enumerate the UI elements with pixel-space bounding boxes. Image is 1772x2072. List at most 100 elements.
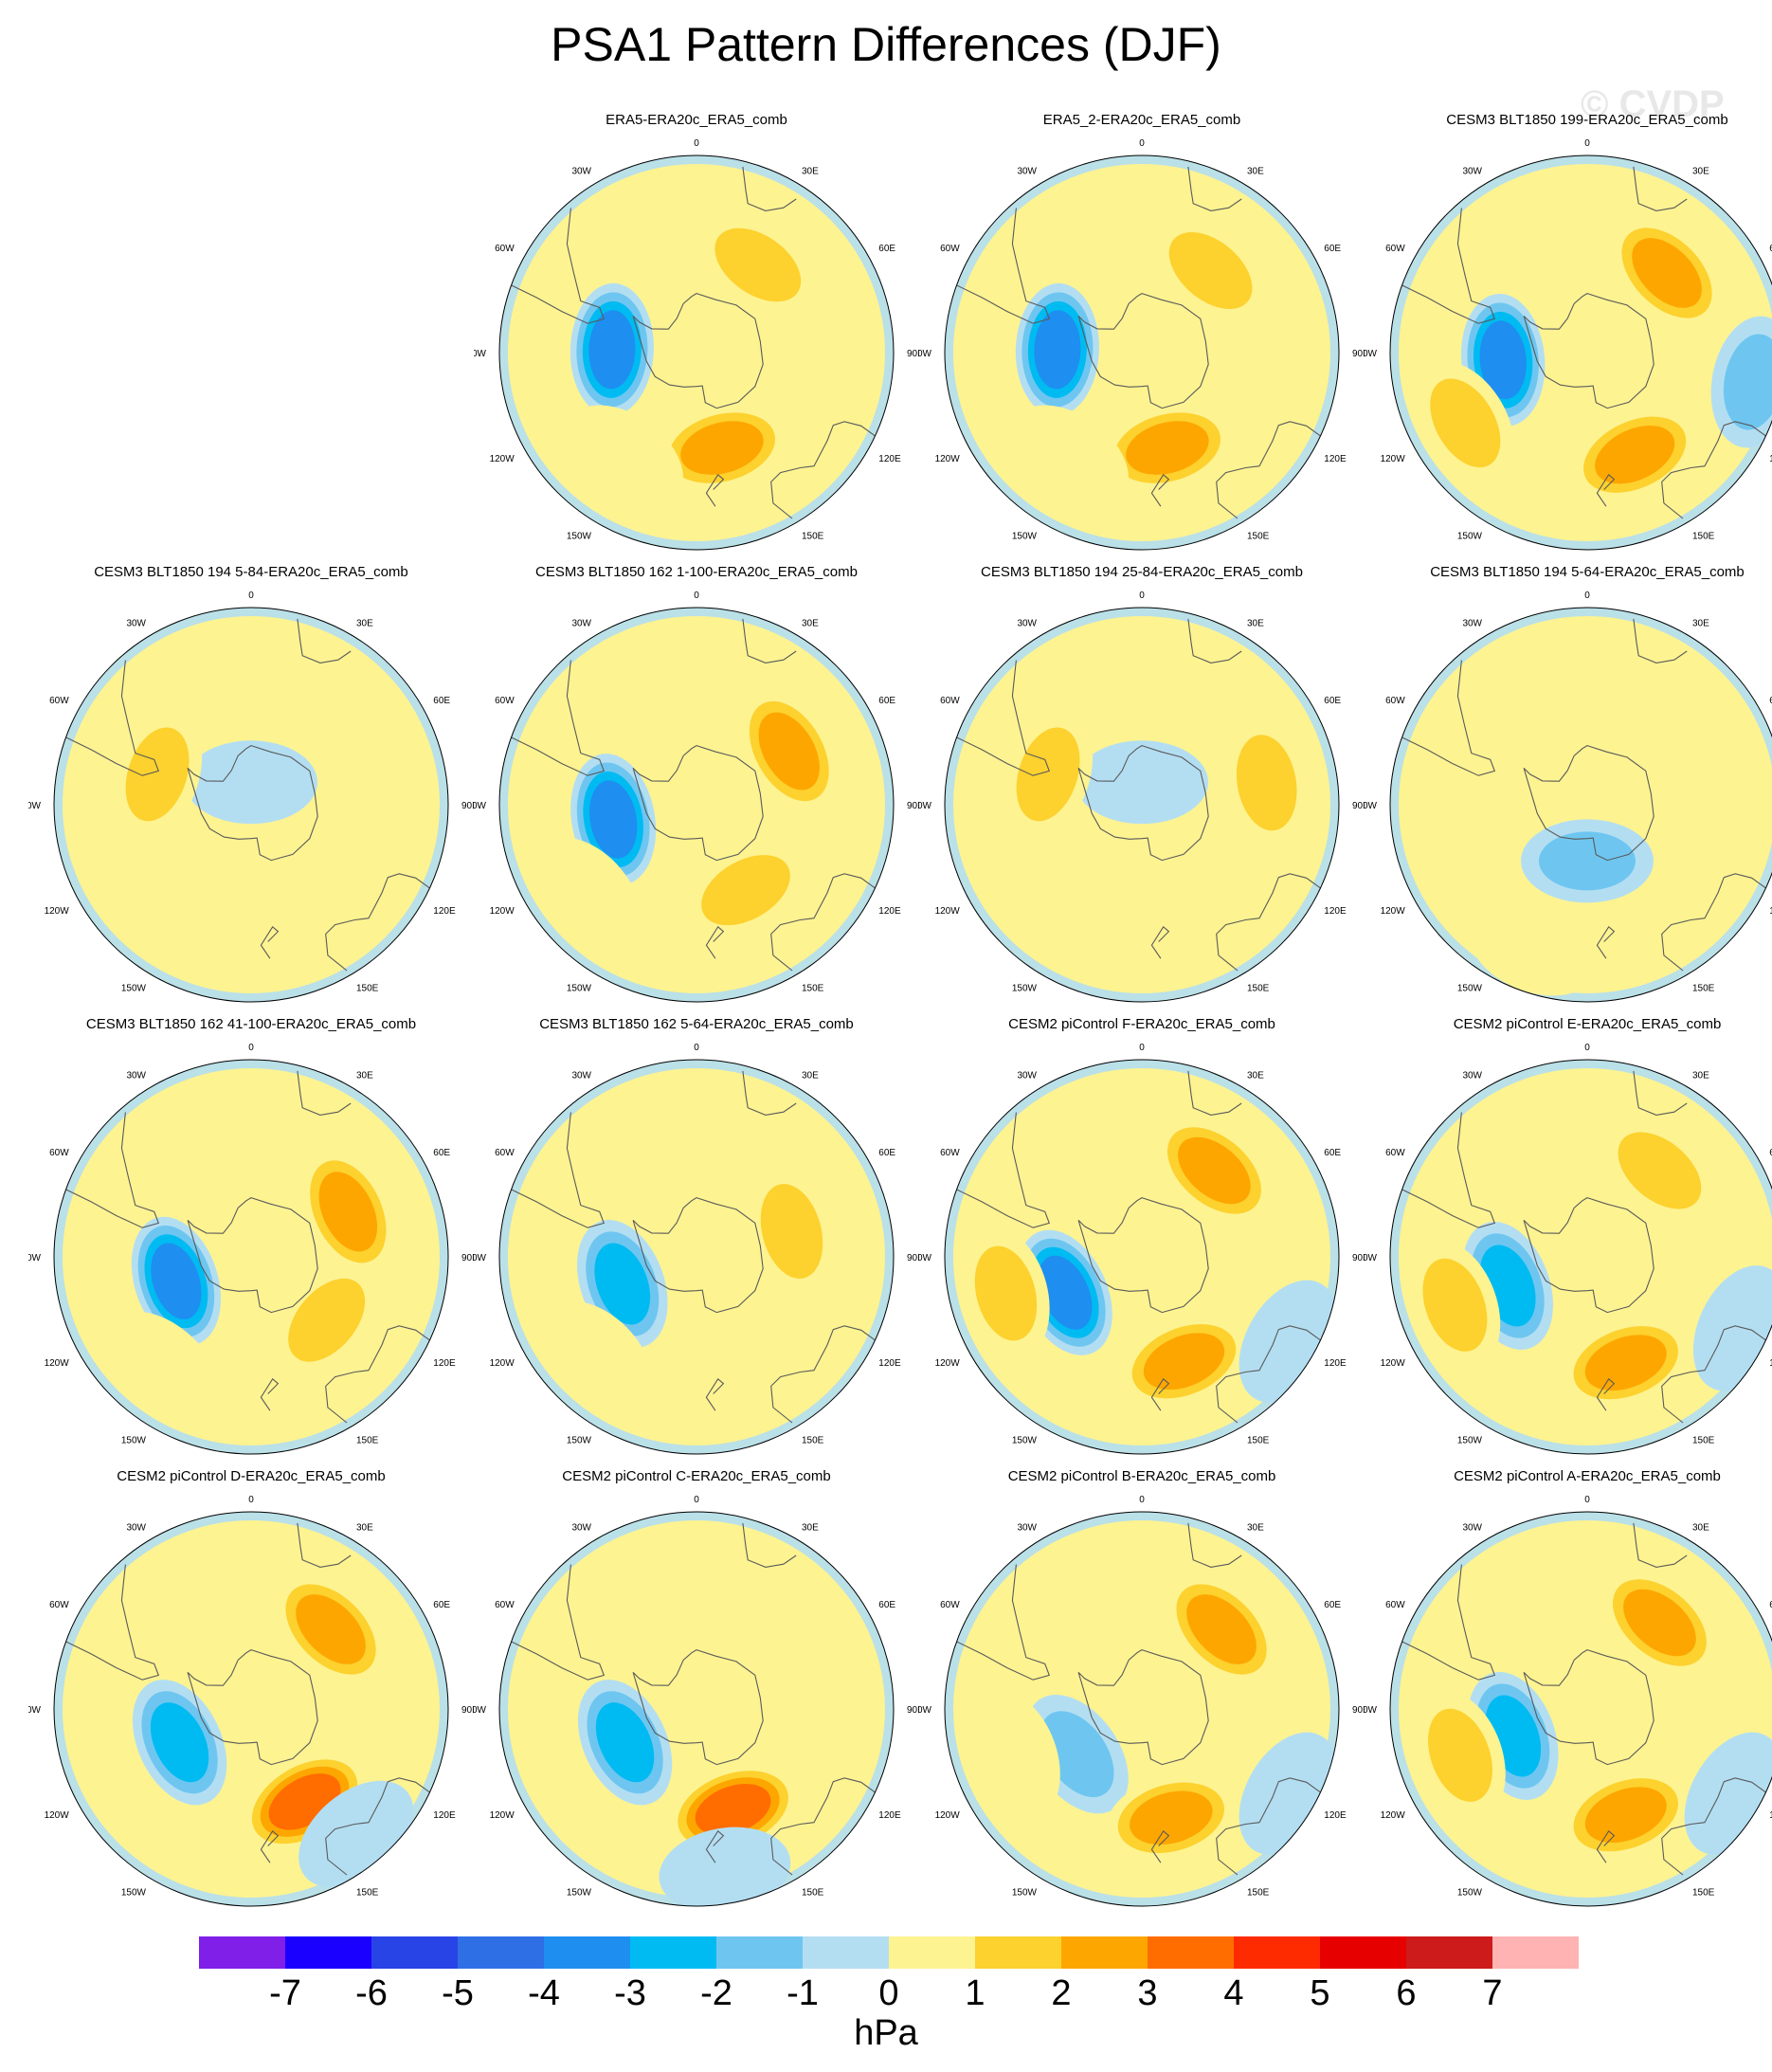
coastline: [1401, 208, 1496, 324]
longitude-label: 150E: [356, 983, 379, 993]
longitude-label: 60E: [878, 1600, 895, 1610]
longitude-label: 150E: [1247, 983, 1270, 993]
map-panel: CESM3 BLT1850 194 5-64-ERA20c_ERA5_comb 0…: [1365, 564, 1772, 1009]
longitude-label: 60W: [49, 1600, 69, 1610]
longitude-label: 0: [694, 1043, 699, 1053]
coastline: [1216, 1325, 1321, 1424]
longitude-label: 60E: [1324, 244, 1341, 254]
longitude-label: 30E: [1247, 619, 1264, 629]
anomaly-contour: [564, 405, 683, 508]
anomaly-contour: [588, 780, 638, 859]
coastline: [511, 1564, 606, 1681]
longitude-label: 120W: [45, 1358, 70, 1369]
longitude-label: 60W: [49, 696, 69, 706]
map-panel: CESM2 piControl F-ERA20c_ERA5_comb 0 30E 60…: [919, 1016, 1365, 1462]
longitude-label: 90E: [1352, 1705, 1365, 1716]
anomaly-contour: [1584, 1787, 1667, 1844]
polar-map: 030E60E90E120E150E180150W120W90W60W30W: [474, 1495, 919, 1907]
anomaly-contour: [1618, 1132, 1702, 1209]
longitude-label: 90E: [907, 1705, 919, 1716]
longitude-label: 150E: [1692, 1435, 1715, 1445]
anomaly-contour: [1672, 738, 1756, 872]
longitude-label: 120W: [45, 1810, 70, 1821]
coastline: [770, 421, 876, 519]
colorbar-swatch: [1148, 1936, 1235, 1969]
longitude-label: 0: [248, 1495, 254, 1505]
colorbar-tick-label: -5: [442, 1973, 474, 2013]
longitude-label: 30E: [1247, 167, 1264, 177]
polar-map: 030E60E90E120E150E180150W120W90W60W30W: [1365, 1043, 1772, 1455]
longitude-label: 150E: [356, 1435, 379, 1445]
coastline: [1596, 1377, 1616, 1411]
anomaly-contour: [1428, 1708, 1492, 1802]
colorbar-swatch: [716, 1936, 804, 1969]
longitude-label: 60E: [433, 1148, 450, 1158]
anomaly-contour: [318, 1172, 378, 1252]
coastline: [1150, 473, 1170, 507]
longitude-label: 120E: [433, 1810, 456, 1821]
longitude-label: 150W: [567, 531, 592, 541]
longitude-label: 150W: [1012, 983, 1038, 993]
coastline-antarctica: [1523, 292, 1654, 409]
anomaly-contour: [1632, 238, 1702, 308]
map-boundary: [944, 1059, 1340, 1455]
colorbar-tick-label: 1: [965, 1973, 985, 2013]
panel-title: CESM3 BLT1850 162 5-64-ERA20c_ERA5_comb: [539, 1016, 854, 1032]
longitude-label: 0: [248, 1043, 254, 1053]
panel-title: CESM3 BLT1850 194 25-84-ERA20c_ERA5_comb: [981, 564, 1303, 580]
longitude-label: 0: [1584, 138, 1590, 149]
longitude-label: 30E: [1692, 1071, 1709, 1081]
longitude-label: 120W: [490, 454, 515, 464]
coastline-antarctica: [1077, 292, 1209, 409]
longitude-label: 90W: [919, 1253, 932, 1263]
colorbar-labels: -7 -6 -5 -4 -3 -2 -1 0 1 2 3 4 5 6 7: [0, 1973, 1772, 2021]
longitude-label: 120E: [1324, 1358, 1347, 1369]
coastline: [1150, 1829, 1170, 1863]
panel-title: CESM3 BLT1850 194 5-84-ERA20c_ERA5_comb: [94, 564, 408, 580]
longitude-label: 120W: [45, 906, 70, 917]
longitude-label: 30W: [571, 1071, 591, 1081]
longitude-label: 150E: [1247, 531, 1270, 541]
anomaly-contour: [333, 717, 419, 849]
longitude-label: 60E: [433, 1600, 450, 1610]
longitude-label: 30E: [1692, 619, 1709, 629]
map-boundary: [498, 1511, 895, 1907]
longitude-label: 30E: [1247, 1523, 1264, 1534]
anomaly-contour: [150, 1702, 209, 1783]
polar-map: 030E60E90E120E150E180150W120W90W60W30W: [474, 138, 919, 551]
longitude-label: 30W: [1462, 619, 1482, 629]
coastline-antarctica: [1077, 1648, 1209, 1766]
map-panel: CESM2 piControl B-ERA20c_ERA5_comb 0 30E 60…: [919, 1468, 1365, 1914]
longitude-label: 30W: [1462, 167, 1482, 177]
coastline: [1216, 421, 1321, 519]
map-panel: CESM2 piControl C-ERA20c_ERA5_comb 0 30E 60…: [474, 1468, 919, 1914]
map-boundary: [498, 1059, 895, 1455]
longitude-label: 60E: [1324, 696, 1341, 706]
longitude-label: 90E: [1352, 349, 1365, 359]
coastline-antarctica: [1077, 1196, 1209, 1314]
longitude-label: 60W: [1385, 244, 1405, 254]
coastline: [956, 660, 1051, 776]
longitude-label: 30W: [126, 1071, 146, 1081]
anomaly-contour: [701, 855, 790, 926]
anomaly-contour: [1723, 334, 1772, 430]
coastline: [325, 1777, 430, 1876]
panel-title: CESM2 piControl B-ERA20c_ERA5_comb: [1007, 1468, 1276, 1484]
longitude-label: 90W: [474, 1705, 487, 1716]
colorbar-tick-label: -3: [614, 1973, 646, 2013]
polar-map: 030E60E90E120E150E180150W120W90W60W30W: [919, 138, 1365, 551]
longitude-label: 90W: [28, 801, 42, 811]
colorbar-tick-label: 0: [878, 1973, 899, 2013]
anomaly-contour: [1539, 831, 1636, 891]
longitude-label: 150W: [567, 1435, 592, 1445]
coastline: [511, 660, 606, 776]
coastline: [1187, 1070, 1242, 1116]
map-panel: CESM3 BLT1850 162 5-64-ERA20c_ERA5_comb 0…: [474, 1016, 919, 1462]
longitude-label: 60E: [1769, 696, 1772, 706]
anomaly-contour: [711, 1289, 826, 1397]
longitude-label: 60W: [940, 696, 960, 706]
anomaly-contour: [758, 712, 820, 791]
map-boundary: [1389, 1511, 1772, 1907]
longitude-label: 60E: [1324, 1148, 1341, 1158]
polar-map: 030E60E90E120E150E180150W120W90W60W30W: [28, 591, 474, 1003]
